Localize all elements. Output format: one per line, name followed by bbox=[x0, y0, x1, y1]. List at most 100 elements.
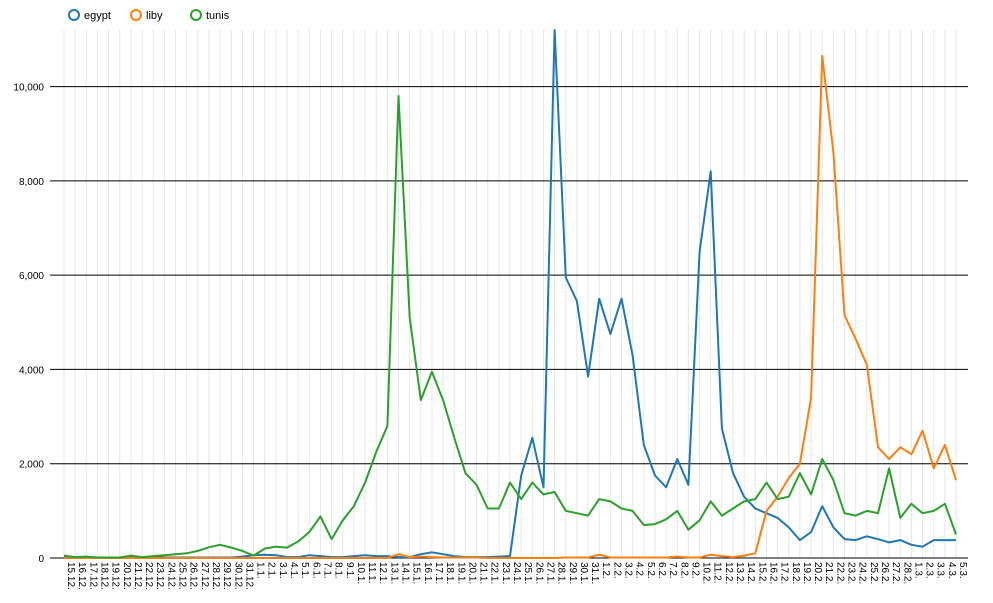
x-tick-label: 25.2. bbox=[868, 562, 879, 584]
legend-label: liby bbox=[146, 10, 163, 22]
x-tick-label: 1.1. bbox=[255, 562, 266, 579]
x-tick-label: 26.2. bbox=[879, 562, 890, 584]
y-axis-tick-labels: 0 2,000 4,000 6,000 8,000 10,000 bbox=[13, 83, 44, 565]
legend-label: egypt bbox=[84, 10, 111, 22]
legend-item-liby[interactable]: liby bbox=[130, 9, 163, 22]
x-tick-label: 18.12. bbox=[98, 562, 109, 590]
x-tick-label: 10.1. bbox=[355, 562, 366, 584]
x-tick-label: 23.2. bbox=[846, 562, 857, 584]
y-tick-label: 6,000 bbox=[19, 271, 44, 282]
x-tick-label: 19.2. bbox=[801, 562, 812, 584]
x-tick-label: 18.2. bbox=[790, 562, 801, 584]
legend-item-tunis[interactable]: tunis bbox=[190, 9, 230, 22]
x-tick-label: 1.2. bbox=[600, 562, 611, 579]
x-tick-label: 24.12. bbox=[165, 562, 176, 590]
x-tick-label: 3.2. bbox=[623, 562, 634, 579]
x-tick-label: 18.1. bbox=[444, 562, 455, 584]
x-tick-label: 23.1. bbox=[500, 562, 511, 584]
x-tick-label: 15.1. bbox=[411, 562, 422, 584]
x-tick-label: 28.1. bbox=[556, 562, 567, 584]
x-tick-label: 4.1. bbox=[288, 562, 299, 579]
legend-label: tunis bbox=[206, 10, 230, 22]
x-tick-label: 29.12. bbox=[221, 562, 232, 590]
x-tick-label: 12.1. bbox=[377, 562, 388, 584]
x-tick-label: 3.3. bbox=[935, 562, 946, 579]
x-tick-label: 28.2. bbox=[901, 562, 912, 584]
x-tick-label: 29.1. bbox=[567, 562, 578, 584]
vertical-gridlines bbox=[63, 30, 957, 558]
x-tick-label: 17.2. bbox=[779, 562, 790, 584]
x-tick-label: 24.1. bbox=[511, 562, 522, 584]
x-tick-label: 2.1. bbox=[266, 562, 277, 579]
x-tick-label: 26.1. bbox=[533, 562, 544, 584]
x-tick-label: 21.12. bbox=[132, 562, 143, 590]
x-tick-label: 27.2. bbox=[890, 562, 901, 584]
y-tick-label: 0 bbox=[38, 554, 44, 565]
x-tick-label: 13.1. bbox=[388, 562, 399, 584]
legend: egypt liby tunis bbox=[68, 9, 230, 22]
x-tick-label: 15.2. bbox=[756, 562, 767, 584]
series-lines bbox=[63, 29, 957, 559]
x-tick-label: 31.12. bbox=[243, 562, 254, 590]
x-tick-label: 8.2. bbox=[678, 562, 689, 579]
x-tick-label: 22.1. bbox=[489, 562, 500, 584]
x-tick-label: 3.1. bbox=[277, 562, 288, 579]
x-tick-label: 22.12. bbox=[143, 562, 154, 590]
y-tick-label: 4,000 bbox=[19, 365, 44, 376]
legend-marker-icon bbox=[68, 9, 80, 21]
x-tick-label: 27.12. bbox=[199, 562, 210, 590]
x-tick-label: 9.2. bbox=[689, 562, 700, 579]
x-tick-label: 25.12. bbox=[177, 562, 188, 590]
x-tick-label: 28.12. bbox=[210, 562, 221, 590]
x-tick-label: 14.2. bbox=[745, 562, 756, 584]
x-tick-label: 30.1. bbox=[578, 562, 589, 584]
y-tick-label: 8,000 bbox=[19, 177, 44, 188]
x-tick-label: 11.2. bbox=[712, 562, 723, 584]
x-axis-tick-labels: 15.12. 16.12. 17.12. 18.12. 19.12. 20.12. 21.1… bbox=[65, 562, 968, 590]
x-tick-label: 2.2. bbox=[611, 562, 622, 579]
x-tick-label: 1.3. bbox=[912, 562, 923, 579]
legend-marker-icon bbox=[190, 9, 202, 21]
x-tick-label: 19.12. bbox=[110, 562, 121, 590]
x-tick-label: 30.12. bbox=[232, 562, 243, 590]
x-tick-label: 10.2. bbox=[701, 562, 712, 584]
x-tick-label: 27.1. bbox=[544, 562, 555, 584]
y-tick-label: 10,000 bbox=[13, 83, 44, 94]
x-tick-label: 4.2. bbox=[634, 562, 645, 579]
x-tick-label: 11.1. bbox=[366, 562, 377, 584]
x-tick-label: 24.2. bbox=[857, 562, 868, 584]
x-tick-label: 5.3. bbox=[957, 562, 968, 579]
x-tick-label: 16.12. bbox=[76, 562, 87, 590]
x-tick-label: 14.1. bbox=[400, 562, 411, 584]
x-tick-label: 9.1. bbox=[344, 562, 355, 579]
y-tick-label: 2,000 bbox=[19, 460, 44, 471]
x-tick-label: 13.2. bbox=[734, 562, 745, 584]
x-tick-label: 21.2. bbox=[823, 562, 834, 584]
x-tick-label: 20.2. bbox=[812, 562, 823, 584]
series-line-tunis bbox=[63, 95, 957, 559]
x-tick-label: 4.3. bbox=[946, 562, 957, 579]
legend-marker-icon bbox=[130, 9, 142, 21]
x-tick-label: 23.12. bbox=[154, 562, 165, 590]
x-tick-label: 2.3. bbox=[924, 562, 935, 579]
x-tick-label: 17.1. bbox=[433, 562, 444, 584]
x-tick-label: 21.1. bbox=[478, 562, 489, 584]
x-tick-label: 7.2. bbox=[667, 562, 678, 579]
x-tick-label: 15.12. bbox=[65, 562, 76, 590]
x-tick-label: 12.2. bbox=[723, 562, 734, 584]
x-tick-label: 16.1. bbox=[422, 562, 433, 584]
x-tick-label: 7.1. bbox=[321, 562, 332, 579]
legend-item-egypt[interactable]: egypt bbox=[68, 9, 111, 22]
x-tick-label: 26.12. bbox=[188, 562, 199, 590]
x-tick-label: 31.1. bbox=[589, 562, 600, 584]
x-tick-label: 8.1. bbox=[333, 562, 344, 579]
x-tick-label: 6.2. bbox=[656, 562, 667, 579]
x-tick-label: 25.1. bbox=[522, 562, 533, 584]
x-tick-label: 17.12. bbox=[87, 562, 98, 590]
x-tick-label: 20.12. bbox=[121, 562, 132, 590]
x-tick-label: 20.1. bbox=[466, 562, 477, 584]
x-tick-label: 19.1. bbox=[455, 562, 466, 584]
x-tick-label: 5.2. bbox=[645, 562, 656, 579]
x-tick-label: 6.1. bbox=[310, 562, 321, 579]
